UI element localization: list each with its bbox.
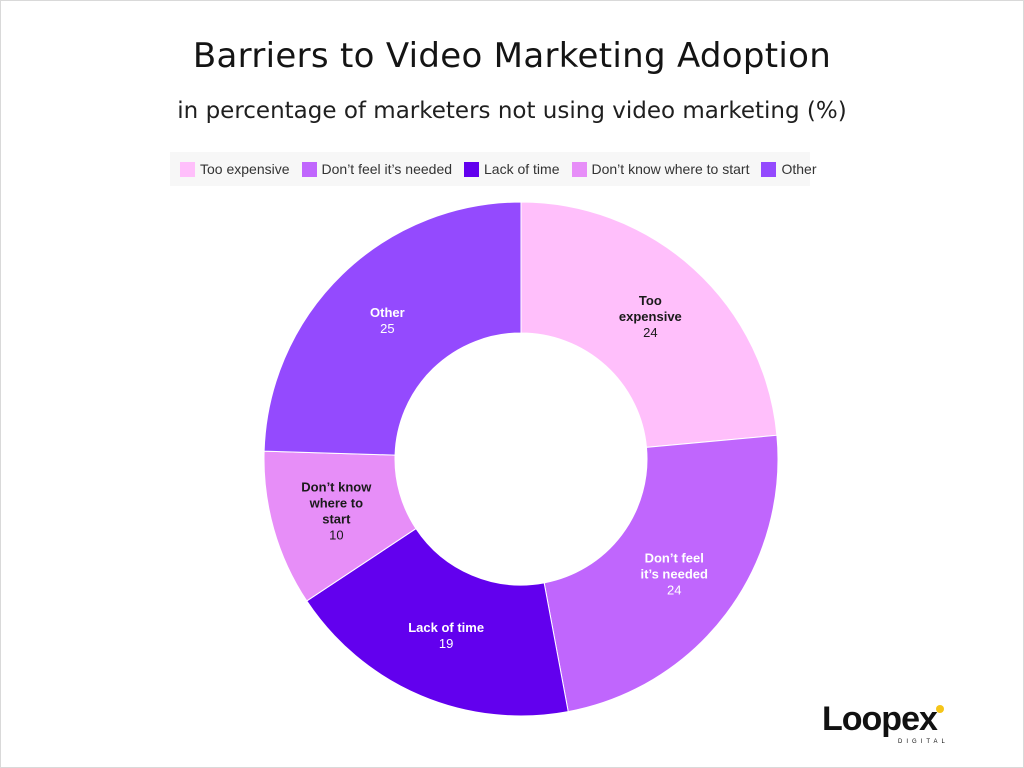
legend-label-lack-of-time: Lack of time [484,161,560,177]
slices-layer [263,201,779,717]
slice-name-text: where to [309,496,364,511]
slice-name-text: Don’t know [301,480,372,495]
slice-name-text: Lack of time [408,620,484,635]
logo-accent-dot [936,705,944,713]
legend-item-lack-of-time: Lack of time [464,161,560,177]
logo-subtext: DIGITAL [898,739,949,745]
slice-name-text: Other [370,305,405,320]
slice-name-text: Don’t feel [645,551,704,566]
legend-label-other: Other [781,161,817,177]
legend-swatch-other [761,161,777,177]
slice-name-text: expensive [619,309,682,324]
slice-value-text: 10 [329,528,343,543]
slice-other [263,201,522,456]
legend-item-dont-know-where: Don’t know where to start [571,161,750,177]
chart-legend: Too expensive Don’t feel it’s needed Lac… [180,160,816,178]
slice-name-text: Too [639,293,662,308]
legend-label-too-expensive: Too expensive [200,161,290,177]
legend-label-dont-feel-needed: Don’t feel it’s needed [321,161,453,177]
legend-swatch-too-expensive [180,161,195,177]
slice-don-t-feel-it-s-needed [543,434,779,713]
legend-item-other: Other [761,161,816,177]
slice-name-text: start [322,512,351,527]
legend-background [170,152,810,186]
legend-item-dont-feel-needed: Don’t feel it’s needed [301,161,453,177]
legend-item-too-expensive: Too expensive [180,161,290,177]
slice-value-text: 24 [667,583,681,598]
slice-lack-of-time [306,527,569,717]
slice-too-expensive [520,201,778,448]
legend-swatch-lack-of-time [464,161,480,177]
chart-subtitle: in percentage of marketers not using vid… [177,98,847,124]
chart-title: Barriers to Video Marketing Adoption [192,36,832,76]
legend-label-dont-know-where: Don’t know where to start [591,161,750,177]
loopex-digital-logo: Loopex DIGITAL [822,700,949,745]
slice-value-text: 24 [643,325,657,340]
slice-value-text: 19 [439,636,453,651]
legend-swatch-dont-feel-needed [301,161,317,177]
logo-wordmark: Loopex [822,700,938,738]
slice-value-text: 25 [380,321,394,336]
legend-swatch-dont-know-where [571,161,587,177]
slice-name-text: it’s needed [641,567,708,582]
